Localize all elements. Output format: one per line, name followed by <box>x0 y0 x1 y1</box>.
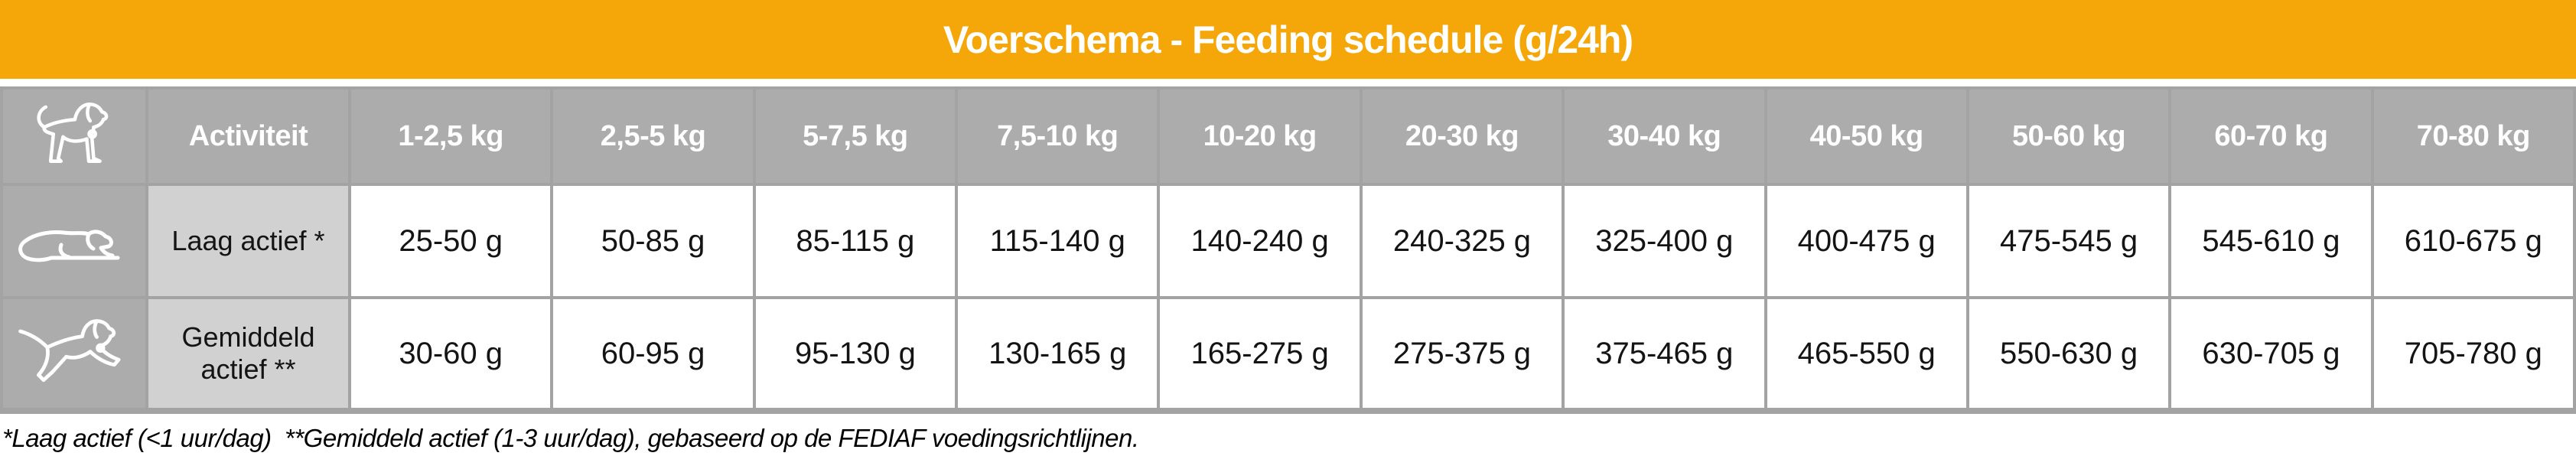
value-avg-10: 630-705 g <box>2168 296 2374 414</box>
activity-label-average-active: Gemiddeld actief ** <box>145 296 351 414</box>
value-low-5: 140-240 g <box>1157 183 1363 299</box>
value-low-1: 25-50 g <box>347 183 554 299</box>
value-low-7: 325-400 g <box>1562 183 1767 299</box>
value-low-2: 50-85 g <box>550 183 756 299</box>
value-avg-9: 550-630 g <box>1965 296 2172 414</box>
column-header-weight-5: 10-20 kg <box>1157 86 1363 186</box>
column-header-weight-3: 5-7,5 kg <box>752 86 959 186</box>
value-avg-6: 275-375 g <box>1359 296 1565 414</box>
page-title: Voerschema - Feeding schedule (g/24h) <box>943 18 1633 61</box>
running-dog-icon <box>18 319 120 383</box>
value-avg-5: 165-275 g <box>1157 296 1363 414</box>
standing-dog-icon <box>37 102 109 163</box>
value-low-8: 400-475 g <box>1763 183 1969 299</box>
column-header-weight-8: 40-50 kg <box>1763 86 1969 186</box>
column-header-weight-4: 7,5-10 kg <box>955 86 1161 186</box>
low-active-icon-cell <box>0 183 148 299</box>
column-header-weight-6: 20-30 kg <box>1359 86 1565 186</box>
value-low-6: 240-325 g <box>1359 183 1565 299</box>
title-bar: Voerschema - Feeding schedule (g/24h) <box>0 0 2576 79</box>
value-low-3: 85-115 g <box>752 183 959 299</box>
column-header-weight-10: 60-70 kg <box>2168 86 2374 186</box>
value-avg-7: 375-465 g <box>1562 296 1767 414</box>
table-header-row: Activiteit 1-2,5 kg 2,5-5 kg 5-7,5 kg 7,… <box>0 86 2576 186</box>
activity-label-low-active: Laag actief * <box>145 183 351 299</box>
table-row-average-active: Gemiddeld actief ** 30-60 g 60-95 g 95-1… <box>0 296 2576 414</box>
value-avg-8: 465-550 g <box>1763 296 1969 414</box>
value-avg-3: 95-130 g <box>752 296 959 414</box>
table-row-low-active: Laag actief * 25-50 g 50-85 g 85-115 g 1… <box>0 183 2576 299</box>
corner-icon-cell <box>0 86 148 186</box>
feeding-table: Activiteit 1-2,5 kg 2,5-5 kg 5-7,5 kg 7,… <box>0 86 2576 414</box>
column-header-activity: Activiteit <box>145 86 351 186</box>
column-header-weight-7: 30-40 kg <box>1562 86 1767 186</box>
value-low-10: 545-610 g <box>2168 183 2374 299</box>
column-header-weight-1: 1-2,5 kg <box>347 86 554 186</box>
value-low-4: 115-140 g <box>955 183 1161 299</box>
value-low-9: 475-545 g <box>1965 183 2172 299</box>
average-active-icon-cell <box>0 296 148 414</box>
value-avg-4: 130-165 g <box>955 296 1161 414</box>
footnote: *Laag actief (<1 uur/dag) **Gemiddeld ac… <box>2 424 1139 452</box>
value-avg-1: 30-60 g <box>347 296 554 414</box>
column-header-weight-9: 50-60 kg <box>1965 86 2172 186</box>
value-avg-2: 60-95 g <box>550 296 756 414</box>
lying-dog-icon <box>18 229 120 262</box>
column-header-weight-11: 70-80 kg <box>2370 86 2576 186</box>
value-avg-11: 705-780 g <box>2370 296 2576 414</box>
value-low-11: 610-675 g <box>2370 183 2576 299</box>
column-header-weight-2: 2,5-5 kg <box>550 86 756 186</box>
